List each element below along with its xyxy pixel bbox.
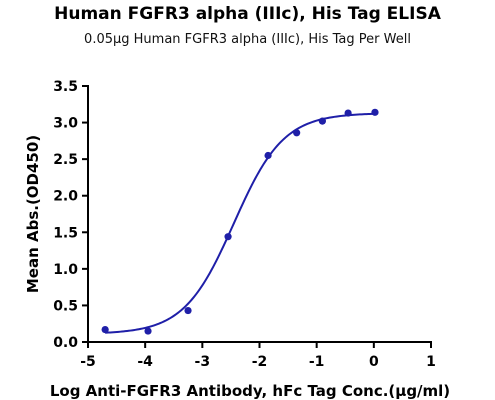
x-tick-label: -2	[252, 354, 268, 370]
y-tick-label: 3.0	[53, 116, 78, 132]
data-point	[318, 117, 326, 125]
y-tick-label: 1.5	[53, 225, 78, 241]
y-tick-label: 3.5	[53, 79, 78, 95]
data-point	[371, 108, 379, 116]
x-tick-label: -3	[195, 354, 211, 370]
chart-subtitle: 0.05µg Human FGFR3 alpha (IIIc), His Tag…	[84, 32, 411, 47]
y-tick-label: 1.0	[53, 262, 78, 278]
data-point	[184, 306, 192, 315]
x-tick-label: 1	[426, 354, 436, 370]
data-point	[344, 109, 352, 117]
data-point	[101, 325, 109, 334]
fit-curve	[105, 112, 376, 334]
y-axis-label: Mean Abs.(OD450)	[24, 135, 42, 293]
data-point	[264, 151, 272, 160]
x-tick-label: -1	[309, 354, 325, 370]
y-tick-label: 2.5	[53, 152, 78, 168]
y-tick-label: 2.0	[53, 189, 78, 205]
y-tick-label: 0.0	[53, 335, 78, 351]
data-point	[293, 129, 301, 137]
x-tick-label: -5	[80, 354, 96, 370]
x-tick-label: -4	[137, 354, 153, 370]
data-point	[144, 327, 152, 335]
data-point	[224, 233, 232, 241]
x-tick-label: 0	[369, 354, 379, 370]
chart-title: Human FGFR3 alpha (IIIc), His Tag ELISA	[54, 4, 441, 24]
y-tick-label: 0.5	[53, 298, 78, 314]
x-axis-label: Log Anti-FGFR3 Antibody, hFc Tag Conc.(µ…	[50, 382, 450, 400]
